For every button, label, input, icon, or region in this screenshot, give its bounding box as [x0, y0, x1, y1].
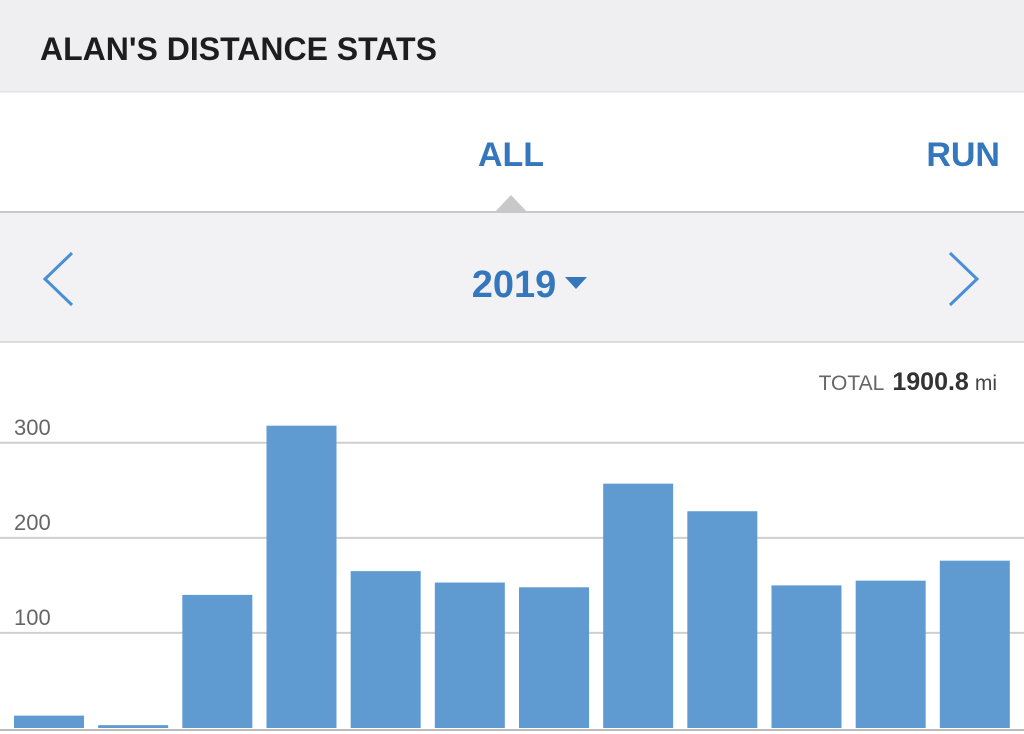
bar: [603, 483, 674, 728]
header-bar: [0, 0, 1024, 92]
bar: [266, 425, 337, 728]
bar: [519, 587, 589, 728]
y-tick-label: 100: [14, 605, 51, 630]
total-value: 1900.8: [892, 368, 969, 396]
y-tick-label: 300: [14, 415, 51, 440]
tab-indicator: [494, 195, 528, 213]
prev-arrow[interactable]: [42, 251, 74, 307]
tab-run[interactable]: RUN: [926, 136, 1000, 174]
total-label: TOTAL: [819, 372, 885, 395]
year-selector[interactable]: 2019: [472, 264, 557, 306]
bar: [771, 585, 842, 728]
page-title: ALAN'S DISTANCE STATS: [40, 31, 437, 67]
bar: [939, 560, 1010, 728]
bar: [350, 571, 421, 728]
y-tick-label: 200: [14, 510, 51, 535]
bar: [687, 511, 758, 728]
dropdown-caret[interactable]: [565, 277, 587, 289]
bar: [98, 725, 169, 728]
bar: [434, 582, 505, 728]
total: TOTAL 1900.8 mi: [819, 368, 997, 396]
nav-band: [0, 212, 1024, 342]
total-unit: mi: [975, 372, 997, 395]
bar: [14, 715, 84, 728]
bar: [855, 580, 926, 728]
tab-all[interactable]: ALL: [478, 136, 544, 174]
bar: [182, 594, 253, 728]
next-arrow[interactable]: [948, 251, 980, 307]
